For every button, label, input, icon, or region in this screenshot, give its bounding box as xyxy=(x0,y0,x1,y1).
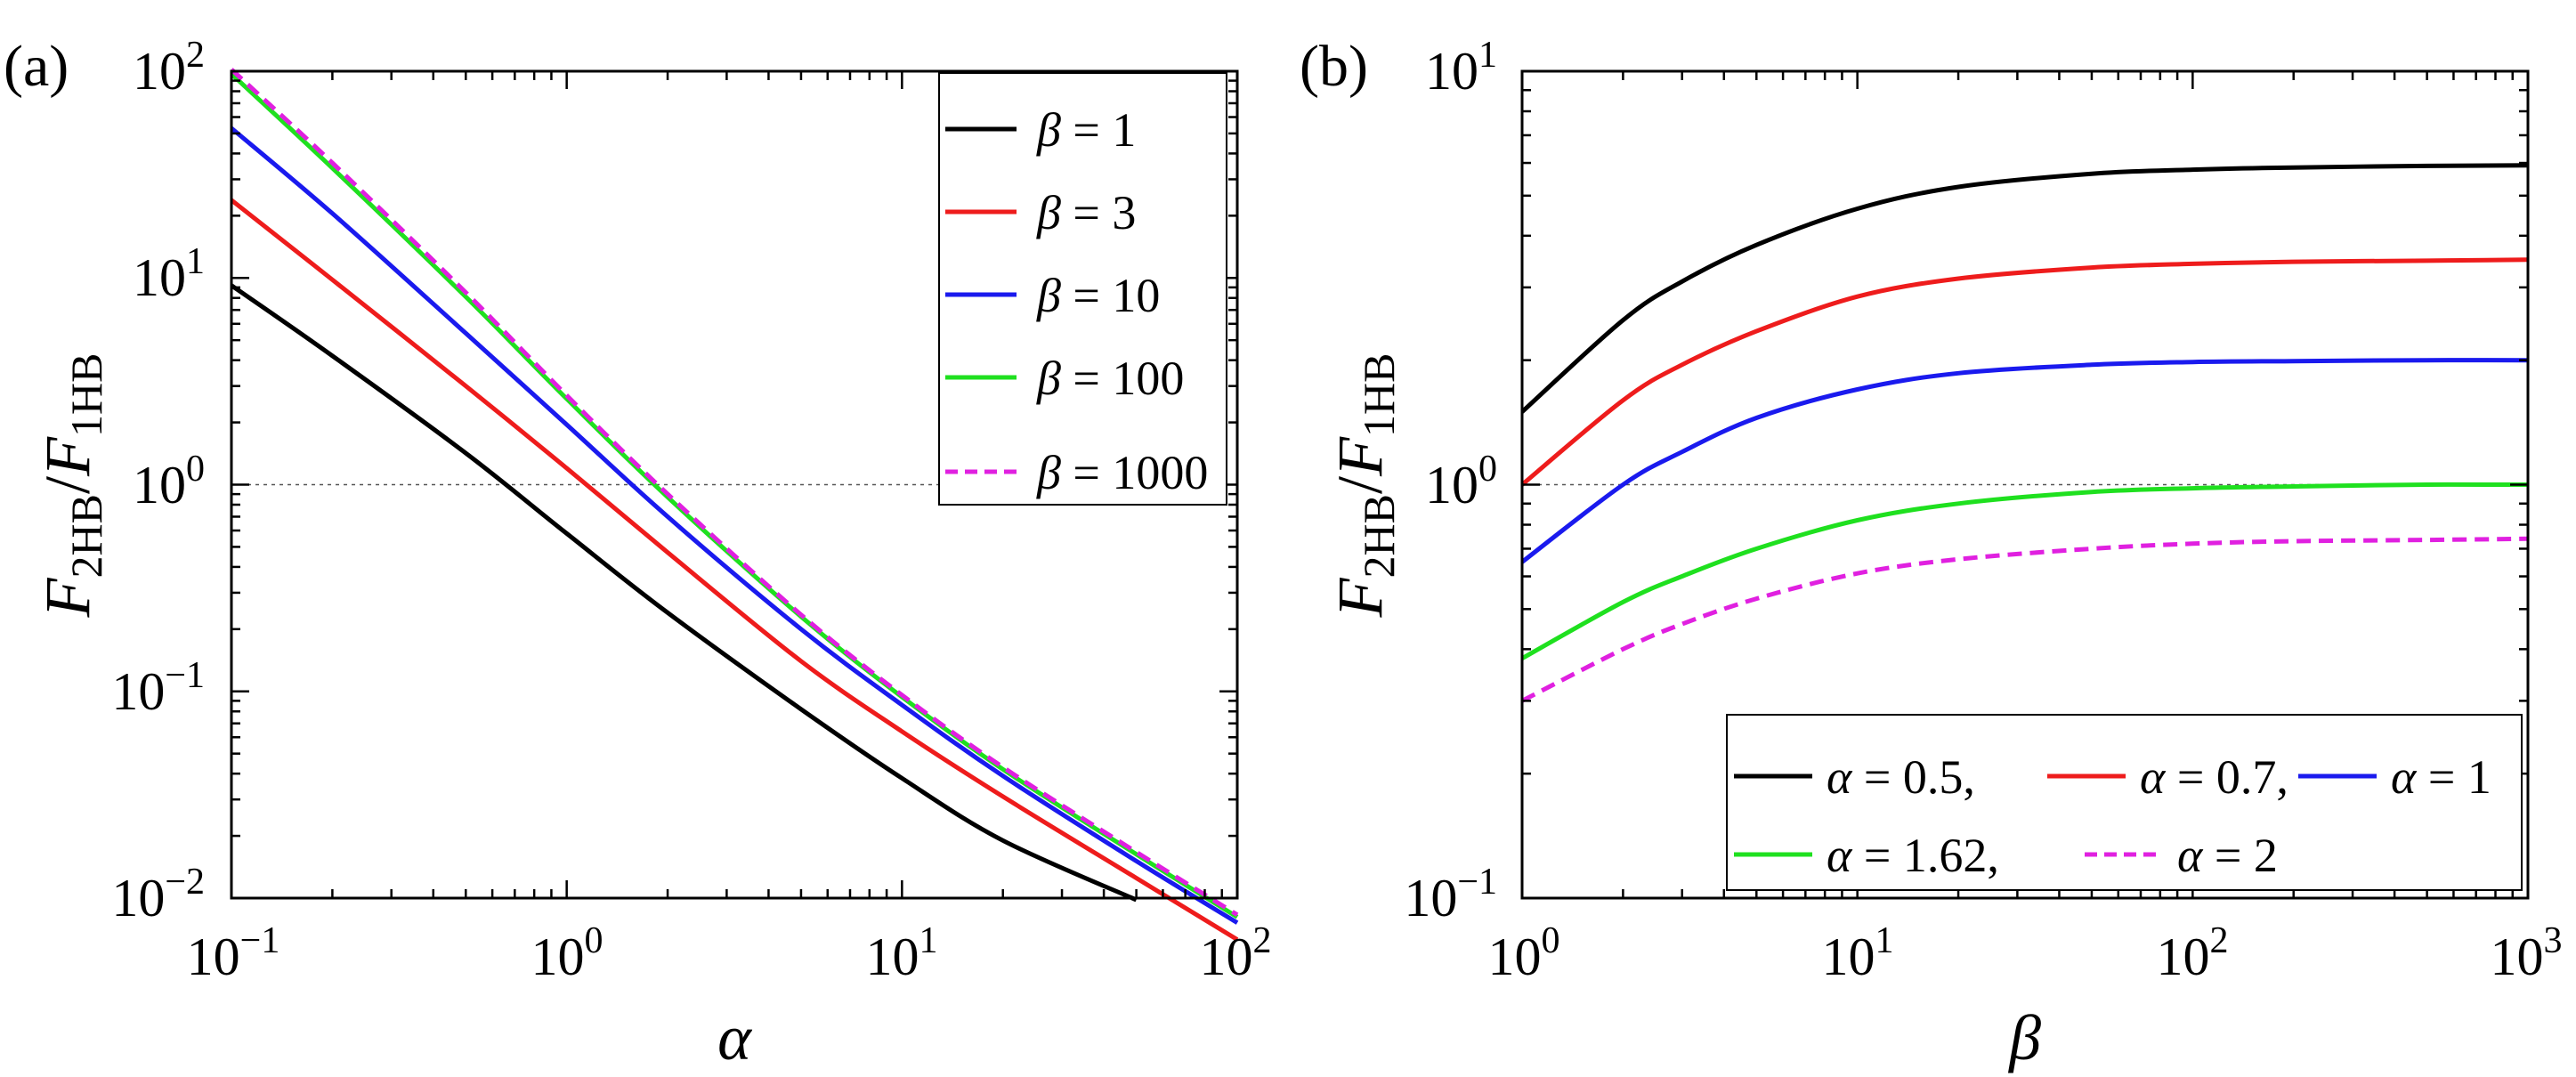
panel-b: (b) 101 100 10−1 100 101 102 103 β F2HB/… xyxy=(1300,34,2563,1073)
legend-label: α = 0.5, xyxy=(1827,750,1975,804)
panel-a: (a) 102 101 100 10−1 10−2 10−1 100 101 1… xyxy=(4,34,1272,1073)
panel-b-legend: α = 0.5, α = 0.7, α = 1 α = 1.62, α = 2 xyxy=(1726,714,2523,891)
legend-label: α = 0.7, xyxy=(2140,750,2288,804)
panel-b-label: (b) xyxy=(1300,34,1368,99)
series-line xyxy=(1520,482,2529,660)
panel-a-ytick-label: 10−1 xyxy=(111,655,205,721)
series-line xyxy=(1520,163,2529,414)
legend-entry: β = 10 xyxy=(945,269,1160,322)
panel-b-ytick-label: 101 xyxy=(1425,35,1497,101)
legend-label: β = 1 xyxy=(1036,103,1136,157)
legend-label: α = 1.62, xyxy=(1827,829,1999,882)
panel-a-legend: β = 1 β = 3 β = 10 β = 100 β = 1000 xyxy=(938,72,1227,506)
legend-label: β = 100 xyxy=(1036,352,1184,405)
panel-b-xtick-label: 100 xyxy=(1488,920,1560,986)
series-line xyxy=(230,72,1239,919)
legend-entry: β = 3 xyxy=(945,186,1136,239)
series-line xyxy=(1520,358,2529,564)
panel-b-ytick-label: 10−1 xyxy=(1404,862,1497,927)
legend-label: β = 1000 xyxy=(1036,446,1208,499)
legend-entry: α = 0.7, xyxy=(2047,750,2288,804)
panel-a-label: (a) xyxy=(4,34,69,99)
legend-label: β = 10 xyxy=(1036,269,1160,322)
series-line xyxy=(230,126,1239,925)
legend-entry: β = 1 xyxy=(945,103,1136,157)
series-line xyxy=(230,283,1138,903)
series-line xyxy=(1520,257,2529,487)
panel-a-xlabel: α xyxy=(717,1002,752,1073)
legend-entry: α = 2 xyxy=(2085,829,2278,882)
series-line xyxy=(230,68,1239,917)
panel-b-xlabel: β xyxy=(2007,1002,2041,1073)
legend-entry: α = 1.62, xyxy=(1734,829,1999,882)
panel-a-xtick-label: 10−1 xyxy=(187,920,280,986)
panel-a-legend-box xyxy=(938,72,1227,506)
panel-b-ytick-label: 100 xyxy=(1425,449,1497,514)
series-line xyxy=(1520,536,2529,703)
panel-b-ylabel: F2HB/F1HB xyxy=(1324,353,1404,619)
panel-a-xtick-label: 102 xyxy=(1200,920,1272,986)
legend-label: α = 1 xyxy=(2391,750,2491,804)
legend-entry: α = 0.5, xyxy=(1734,750,1975,804)
legend-label: β = 3 xyxy=(1036,186,1136,239)
panel-a-xtick-label: 101 xyxy=(866,920,938,986)
panel-a-xtick-label: 100 xyxy=(531,920,603,986)
legend-entry: β = 1000 xyxy=(945,446,1208,499)
panel-a-ylabel: F2HB/F1HB xyxy=(32,353,111,619)
legend-entry: α = 1 xyxy=(2298,750,2491,804)
legend-entry: β = 100 xyxy=(945,352,1184,405)
panel-b-legend-box xyxy=(1726,714,2523,891)
panel-b-xtick-label: 103 xyxy=(2491,920,2563,986)
panel-b-xtick-label: 102 xyxy=(2157,920,2229,986)
panel-a-ytick-label: 101 xyxy=(133,241,205,307)
legend-label: α = 2 xyxy=(2177,829,2278,882)
series-line xyxy=(230,198,1239,942)
panel-b-xtick-label: 101 xyxy=(1822,920,1894,986)
panel-a-ytick-label: 100 xyxy=(133,449,205,514)
panel-a-ytick-label: 102 xyxy=(133,35,205,101)
panel-a-ytick-label: 10−2 xyxy=(111,862,205,927)
